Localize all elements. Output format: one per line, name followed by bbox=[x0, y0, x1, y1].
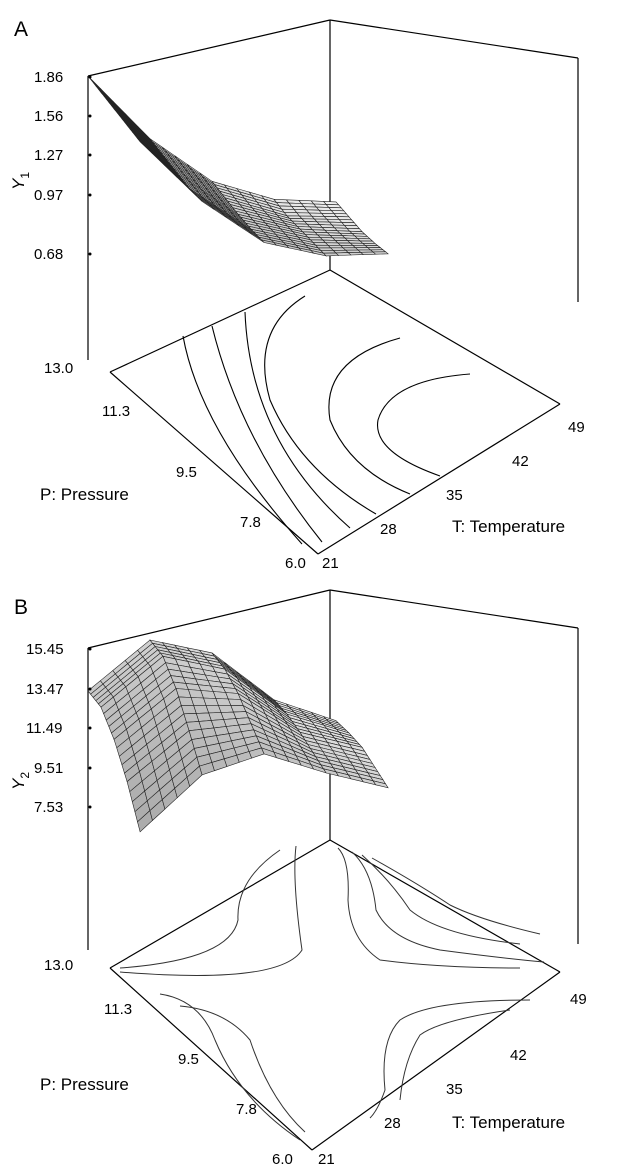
panel-b-contour-line bbox=[369, 999, 531, 1119]
panel-b-p-tick-label: 6.0 bbox=[272, 1151, 293, 1168]
panel-b-contour-line bbox=[159, 993, 301, 1141]
panel-b-t-tick-label: 21 bbox=[318, 1151, 335, 1168]
panel-a-box-edge bbox=[109, 371, 319, 555]
panel-b-box-edge bbox=[109, 839, 331, 969]
panel-a-contour-line bbox=[211, 325, 323, 543]
surface-patch bbox=[372, 251, 389, 255]
panel-a-letter: A bbox=[14, 18, 28, 41]
panel-b-t-tick-label: 35 bbox=[446, 1081, 463, 1098]
panel-a-z-tick-label: 1.86 bbox=[34, 69, 63, 86]
panel-a-contour-line bbox=[244, 311, 351, 529]
panel-b-t-axis-label: T: Temperature bbox=[452, 1113, 565, 1132]
panel-b-z-tick-marks bbox=[88, 647, 92, 809]
panel-a-surface bbox=[87, 75, 389, 257]
panel-b-t-tick-label: 28 bbox=[384, 1115, 401, 1132]
panel-b-box-edge bbox=[109, 967, 313, 1151]
panel-b: B 15.45 13.47 1 bbox=[9, 589, 587, 1168]
panel-a-t-tick-label: 35 bbox=[446, 487, 463, 504]
panel-b-t-tick-label: 42 bbox=[510, 1047, 527, 1064]
panel-b-p-tick-label: 7.8 bbox=[236, 1101, 257, 1118]
panel-a-t-tick-label: 21 bbox=[322, 555, 339, 572]
panel-b-box-edge bbox=[329, 839, 561, 973]
panel-a-box-edge bbox=[317, 403, 561, 555]
panel-a-z-tick-mark bbox=[88, 193, 92, 197]
panel-a-z-tick-label: 0.68 bbox=[34, 246, 63, 263]
panel-a-z-tick-label: 1.56 bbox=[34, 108, 63, 125]
panel-b-z-tick-mark bbox=[88, 805, 92, 809]
panel-b-contour-line bbox=[351, 851, 545, 963]
panel-a-contour-line bbox=[328, 337, 411, 495]
panel-a-t-tick-label: 49 bbox=[568, 419, 585, 436]
panel-b-letter: B bbox=[14, 596, 28, 619]
panel-b-t-axis: 21 28 35 42 49 T: Temperature bbox=[318, 991, 587, 1168]
panel-a-p-tick-label: 9.5 bbox=[176, 464, 197, 481]
panel-b-contour-line bbox=[371, 857, 541, 935]
panel-a: A 1.86 1.56 1.27 bbox=[9, 18, 585, 572]
panel-a-z-tick-label: 0.97 bbox=[34, 187, 63, 204]
panel-b-z-tick-mark bbox=[88, 687, 92, 691]
panel-b-p-axis-label: P: Pressure bbox=[40, 1075, 129, 1094]
panel-a-z-tick-mark bbox=[88, 252, 92, 256]
panel-a-t-axis: 21 28 35 42 49 T: Temperature bbox=[322, 419, 585, 572]
panel-b-z-tick-mark bbox=[88, 766, 92, 770]
panel-b-box-edge bbox=[329, 589, 579, 629]
panel-a-z-axis: 1.86 1.56 1.27 0.97 0.68 Y1 bbox=[9, 69, 92, 263]
panel-a-contours bbox=[182, 295, 471, 545]
panel-a-contour-line bbox=[376, 373, 471, 477]
panel-b-contour-line bbox=[179, 1005, 306, 1133]
panel-a-z-axis-label: Y1 bbox=[9, 172, 32, 190]
panel-b-p-tick-label: 11.3 bbox=[104, 1001, 132, 1018]
panel-a-t-axis-label: T: Temperature bbox=[452, 517, 565, 536]
panel-a-p-axis-label: P: Pressure bbox=[40, 485, 129, 504]
panel-b-box-edge bbox=[87, 589, 331, 649]
panel-b-contour-line bbox=[337, 847, 521, 969]
panel-b-z-tick-label: 13.47 bbox=[26, 681, 64, 698]
panel-a-t-tick-label: 28 bbox=[380, 521, 397, 538]
panel-b-z-tick-mark bbox=[88, 647, 92, 651]
panel-a-box-edge bbox=[329, 269, 561, 405]
panel-a-z-tick-mark bbox=[88, 75, 92, 79]
panel-b-z-tick-label: 15.45 bbox=[26, 641, 64, 658]
surface-patch bbox=[372, 780, 389, 789]
panel-a-p-axis: 13.0 11.3 9.5 7.8 6.0 P: Pressure bbox=[40, 360, 306, 572]
panel-b-contour-line bbox=[119, 849, 281, 969]
panel-b-p-tick-label: 9.5 bbox=[178, 1051, 199, 1068]
panel-a-p-tick-label: 11.3 bbox=[102, 403, 130, 420]
panel-a-box bbox=[87, 19, 579, 555]
panel-a-p-tick-label: 6.0 bbox=[285, 555, 306, 572]
panel-a-p-tick-label: 7.8 bbox=[240, 514, 261, 531]
panel-b-p-axis: 13.0 11.3 9.5 7.8 6.0 P: Pressure bbox=[40, 957, 293, 1168]
panel-a-contour-line bbox=[264, 295, 377, 515]
panel-b-z-axis-label: Y2 bbox=[9, 772, 32, 790]
panel-b-t-tick-label: 49 bbox=[570, 991, 587, 1008]
panel-b-z-tick-label: 11.49 bbox=[26, 720, 62, 737]
panel-b-p-tick-label: 13.0 bbox=[44, 957, 73, 974]
panel-a-z-tick-marks bbox=[88, 75, 92, 256]
panel-b-contour-line bbox=[399, 1009, 511, 1101]
panel-b-z-tick-label: 7.53 bbox=[34, 799, 63, 816]
panel-b-contour-line bbox=[361, 854, 521, 945]
panel-b-z-axis: 15.45 13.47 11.49 9.51 7.53 Y2 bbox=[9, 641, 92, 816]
panel-b-box bbox=[87, 589, 579, 1151]
panel-a-z-tick-mark bbox=[88, 114, 92, 118]
panel-a-t-tick-label: 42 bbox=[512, 453, 529, 470]
panel-a-z-tick-mark bbox=[88, 153, 92, 157]
panel-a-p-tick-label: 13.0 bbox=[44, 360, 73, 377]
panel-b-z-tick-label: 9.51 bbox=[34, 760, 63, 777]
panel-a-box-edge bbox=[109, 269, 331, 373]
panel-a-box-edge bbox=[329, 19, 579, 59]
panel-b-contour-line bbox=[119, 845, 303, 977]
panel-b-box-edge bbox=[311, 971, 561, 1151]
panel-b-contours bbox=[119, 845, 545, 1141]
panel-b-z-tick-mark bbox=[88, 726, 92, 730]
panel-b-surface bbox=[87, 639, 389, 833]
panel-a-box-edge bbox=[87, 19, 331, 77]
panel-a-contour-line bbox=[182, 335, 303, 545]
panel-a-z-tick-label: 1.27 bbox=[34, 147, 63, 164]
